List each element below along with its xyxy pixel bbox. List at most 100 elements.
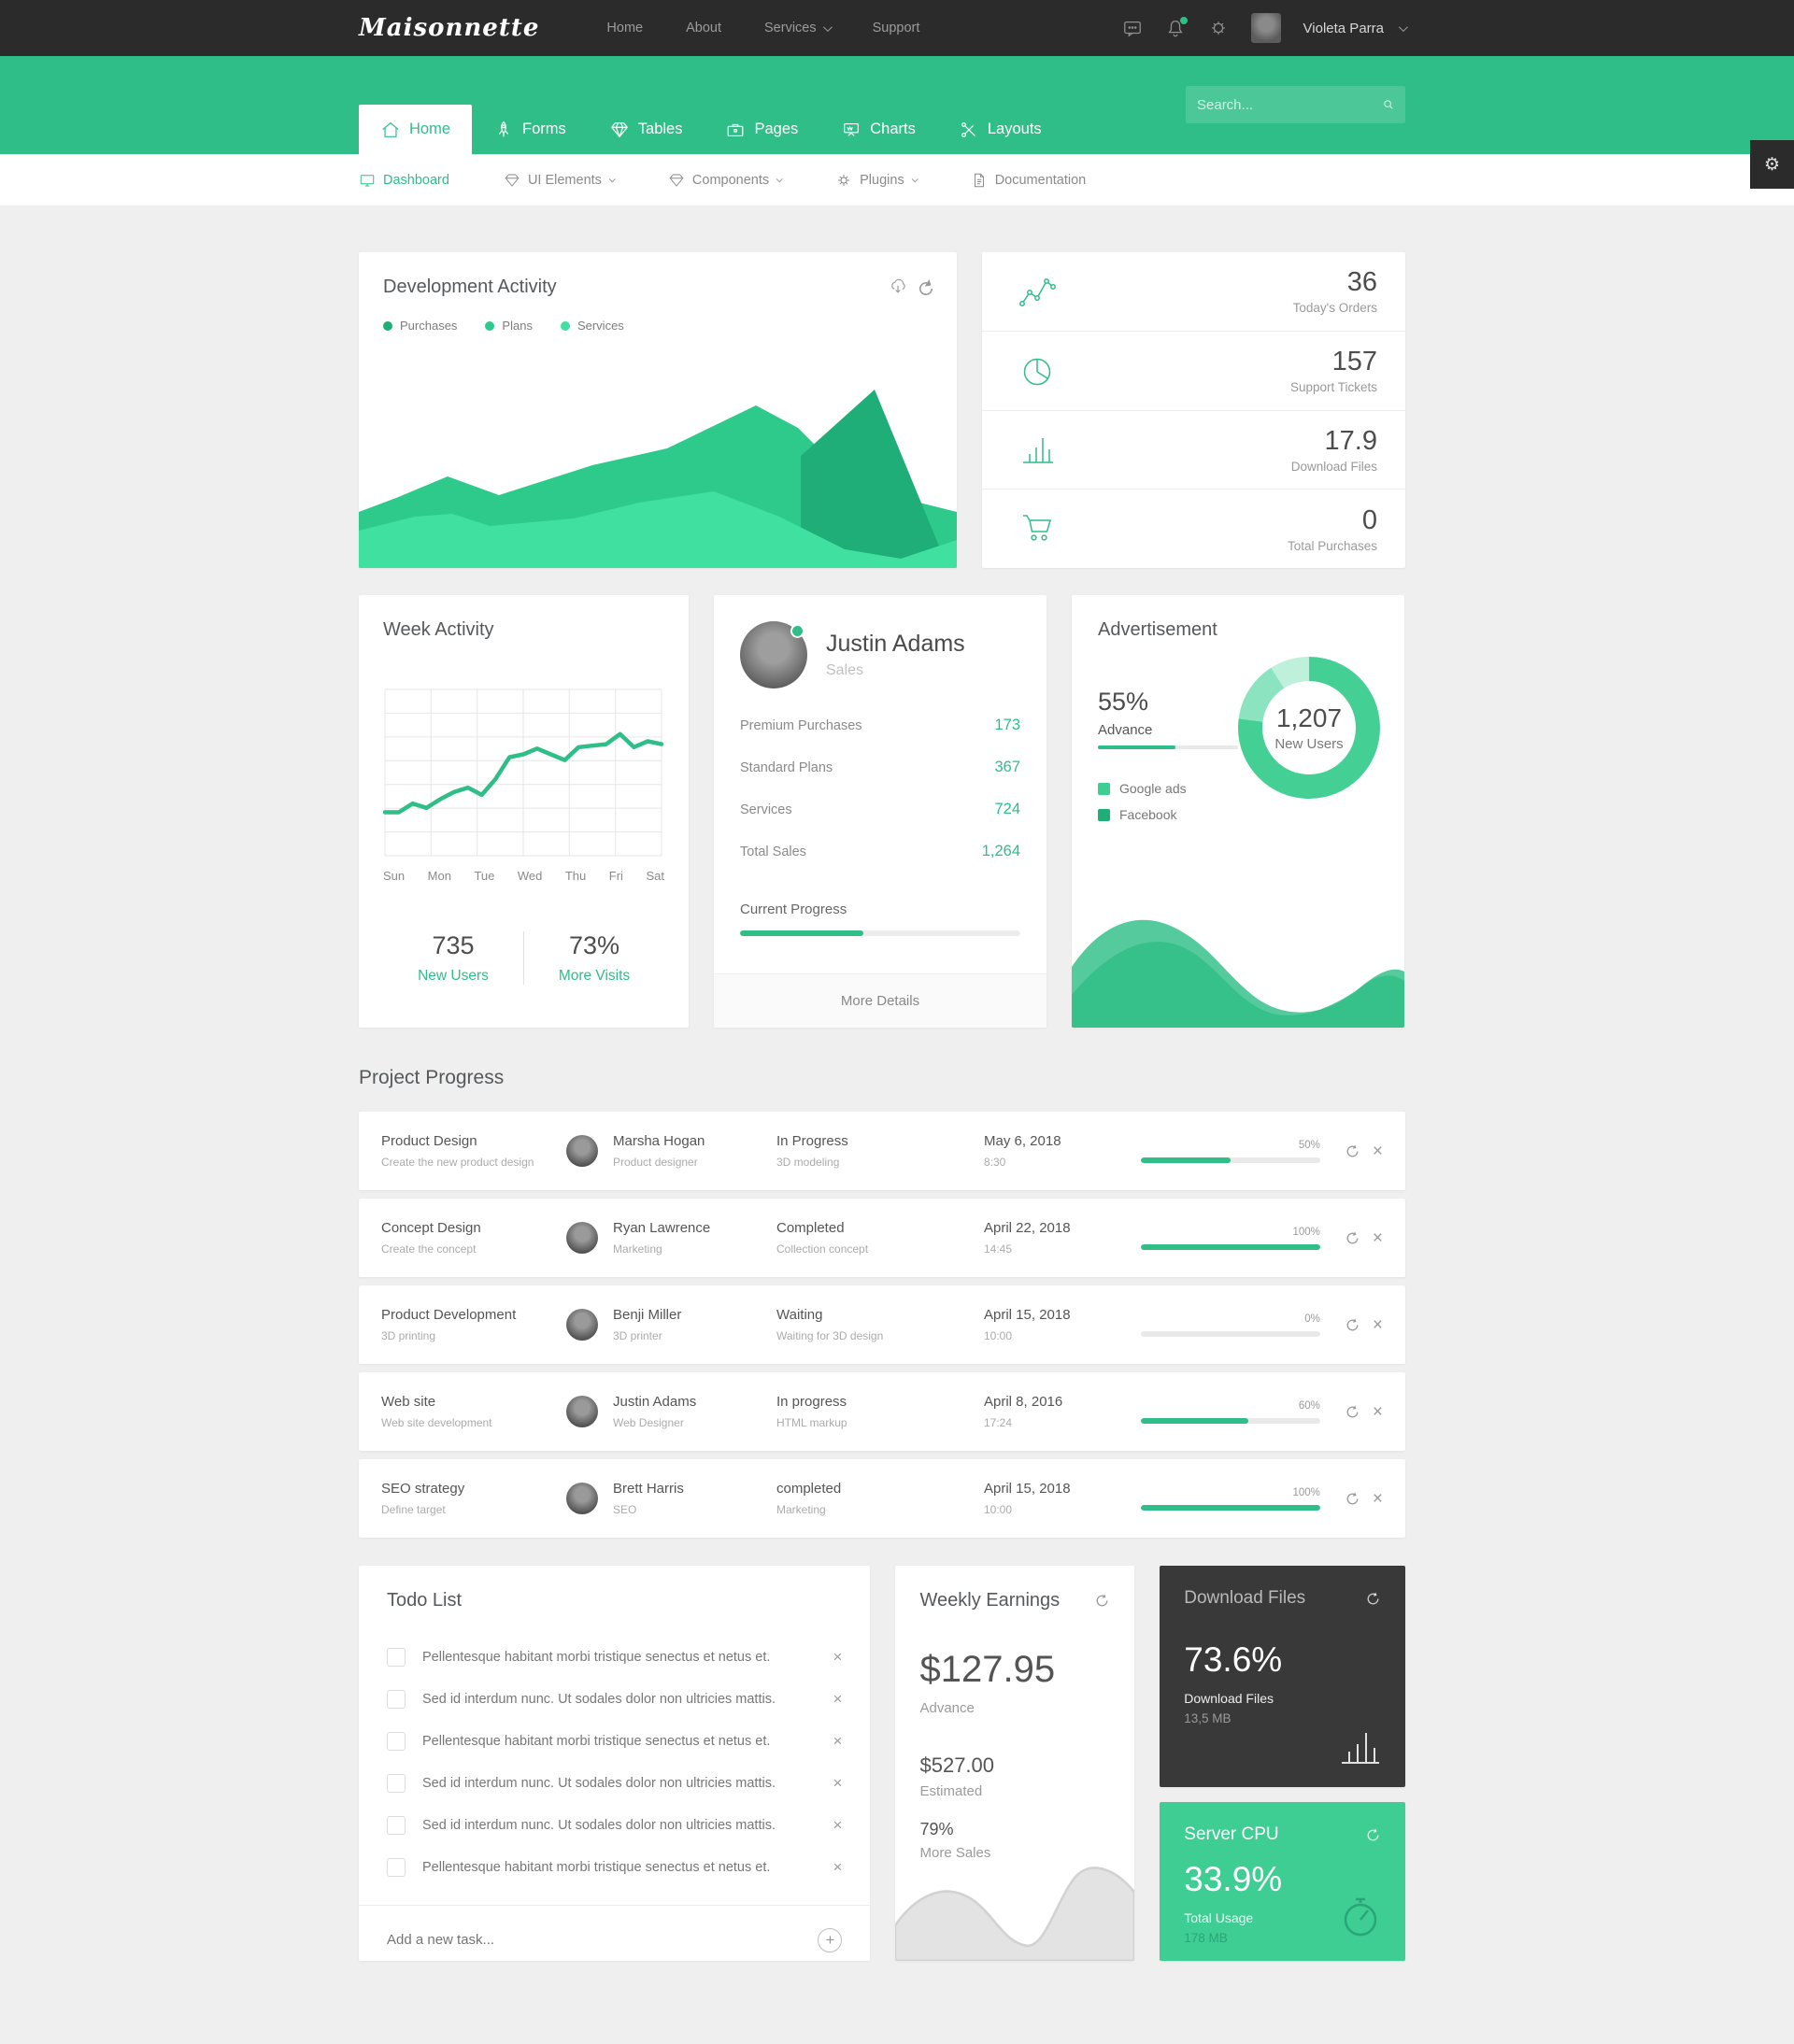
settings-panel-toggle[interactable]: ⚙ — [1750, 140, 1794, 189]
close-icon[interactable]: × — [833, 1732, 843, 1750]
stat-todays-orders[interactable]: 36 Today's Orders — [982, 252, 1405, 332]
todo-list-card: Todo List Pellentesque habitant morbi tr… — [359, 1566, 871, 1961]
refresh-icon[interactable] — [1365, 1827, 1381, 1843]
top-link-home[interactable]: Home — [606, 21, 644, 35]
tab-forms[interactable]: Forms — [472, 105, 588, 154]
download-percent: 73.6% — [1184, 1640, 1283, 1679]
home-icon — [382, 121, 399, 137]
gear-icon: ⚙ — [1763, 154, 1781, 175]
chevron-down-icon — [822, 21, 833, 32]
top-link-support[interactable]: Support — [872, 21, 920, 35]
close-icon[interactable]: × — [1372, 1314, 1383, 1335]
week-activity-card: Week Activity Sun Mon Tue Wed Thu Fri Sat 735 … — [359, 595, 689, 1028]
close-icon[interactable]: × — [1372, 1401, 1383, 1422]
checkbox[interactable] — [387, 1689, 406, 1709]
stat-support-tickets[interactable]: 157 Support Tickets — [982, 332, 1405, 411]
new-users-donut-chart: 1,207 New Users — [1238, 657, 1380, 799]
advance-label: Advance — [1098, 722, 1153, 738]
notifications-bell-icon[interactable] — [1165, 17, 1188, 38]
plugin-icon — [838, 174, 850, 186]
top-link-services[interactable]: Services — [764, 21, 833, 35]
earnings-wave-chart — [895, 1867, 1135, 1961]
checkbox[interactable] — [387, 1815, 406, 1835]
subnav-ui-elements[interactable]: UI Elements — [504, 172, 616, 189]
refresh-icon[interactable] — [917, 278, 933, 295]
row-progress-bar — [1141, 1243, 1320, 1250]
profile-card: Justin Adams Sales Premium Purchases 173 … — [714, 595, 1046, 1028]
close-icon[interactable]: × — [1372, 1488, 1383, 1509]
checkbox[interactable] — [387, 1731, 406, 1751]
table-row[interactable]: Web site Web site development Justin Adam… — [359, 1372, 1405, 1451]
search-input[interactable] — [1197, 96, 1383, 113]
stat-download-files[interactable]: 17.9 Download Files — [982, 411, 1405, 490]
subnav-documentation[interactable]: Documentation — [971, 172, 1086, 189]
whiteboard-icon — [844, 122, 860, 136]
profile-row: Total Sales 1,264 — [740, 843, 1020, 859]
close-icon[interactable]: × — [833, 1858, 843, 1876]
close-icon[interactable]: × — [1372, 1141, 1383, 1161]
stopwatch-icon — [1344, 1897, 1377, 1937]
new-users-stat: 735 New Users — [383, 931, 524, 985]
cloud-download-icon[interactable] — [889, 278, 907, 297]
list-item: Sed id interdum nunc. Ut sodales dolor n… — [387, 1678, 842, 1720]
avatar — [566, 1135, 598, 1167]
refresh-icon[interactable] — [1345, 1230, 1360, 1246]
refresh-icon[interactable] — [1345, 1491, 1360, 1507]
week-activity-line — [383, 731, 664, 815]
table-row[interactable]: Product Design Create the new product des… — [359, 1112, 1405, 1190]
cpu-label: Total Usage — [1184, 1910, 1254, 1925]
avatar[interactable] — [740, 621, 807, 688]
profile-row: Premium Purchases 173 — [740, 717, 1020, 733]
subnav-components[interactable]: Components — [668, 172, 783, 189]
tab-home[interactable]: Home — [359, 105, 473, 154]
close-icon[interactable]: × — [833, 1690, 843, 1708]
refresh-icon[interactable] — [1345, 1317, 1360, 1333]
tab-tables[interactable]: Tables — [588, 105, 705, 154]
profile-role: Sales — [826, 662, 864, 678]
brand-logo[interactable]: Maisonnette — [359, 14, 540, 42]
online-status-dot — [790, 624, 804, 638]
row-progress-bar — [1141, 1417, 1320, 1424]
line-chart-icon — [1019, 277, 1056, 306]
messages-icon[interactable] — [1122, 18, 1143, 38]
refresh-icon[interactable] — [1094, 1593, 1110, 1609]
user-menu-chevron-icon[interactable] — [1398, 21, 1408, 32]
refresh-icon[interactable] — [1345, 1404, 1360, 1420]
checkbox[interactable] — [387, 1773, 406, 1793]
close-icon[interactable]: × — [833, 1648, 843, 1666]
user-name[interactable]: Violeta Parra — [1303, 20, 1384, 36]
add-task-input[interactable] — [387, 1932, 819, 1948]
top-link-about[interactable]: About — [686, 21, 721, 35]
earnings-amount: $127.95 — [919, 1649, 1056, 1690]
table-row[interactable]: Concept Design Create the concept Ryan La… — [359, 1199, 1405, 1277]
close-icon[interactable]: × — [1372, 1228, 1383, 1248]
refresh-icon[interactable] — [1365, 1591, 1381, 1607]
stat-total-purchases[interactable]: 0 Total Purchases — [982, 490, 1405, 568]
checkbox[interactable] — [387, 1857, 406, 1877]
table-row[interactable]: SEO strategy Define target Brett Harris SE… — [359, 1459, 1405, 1538]
more-visits-stat: 73% More Visits — [558, 931, 631, 984]
search-icon[interactable] — [1383, 96, 1394, 113]
gear-icon[interactable] — [1208, 18, 1229, 38]
earnings-amount-label: Advance — [919, 1700, 975, 1716]
table-row[interactable]: Product Development 3D printing Benji Mil… — [359, 1285, 1405, 1364]
close-icon[interactable]: × — [833, 1816, 843, 1834]
list-item: Pellentesque habitant morbi tristique se… — [387, 1720, 842, 1762]
gem-icon — [505, 174, 520, 187]
profile-row: Services 724 — [740, 801, 1020, 817]
tab-charts[interactable]: Charts — [819, 105, 937, 154]
list-item: Sed id interdum nunc. Ut sodales dolor n… — [387, 1762, 842, 1804]
refresh-icon[interactable] — [1345, 1143, 1360, 1159]
cart-icon — [1023, 515, 1051, 541]
project-progress-list: Product Design Create the new product des… — [359, 1112, 1405, 1538]
tab-pages[interactable]: Pages — [704, 105, 819, 154]
add-task-button[interactable]: + — [818, 1927, 843, 1952]
close-icon[interactable]: × — [833, 1774, 843, 1792]
development-activity-area-chart — [359, 390, 957, 568]
checkbox[interactable] — [387, 1647, 406, 1667]
more-details-button[interactable]: More Details — [714, 973, 1046, 1028]
tab-layouts[interactable]: Layouts — [937, 105, 1063, 154]
subnav-plugins[interactable]: Plugins — [835, 172, 918, 189]
user-avatar[interactable] — [1250, 13, 1281, 43]
subnav-dashboard[interactable]: Dashboard — [359, 172, 449, 189]
